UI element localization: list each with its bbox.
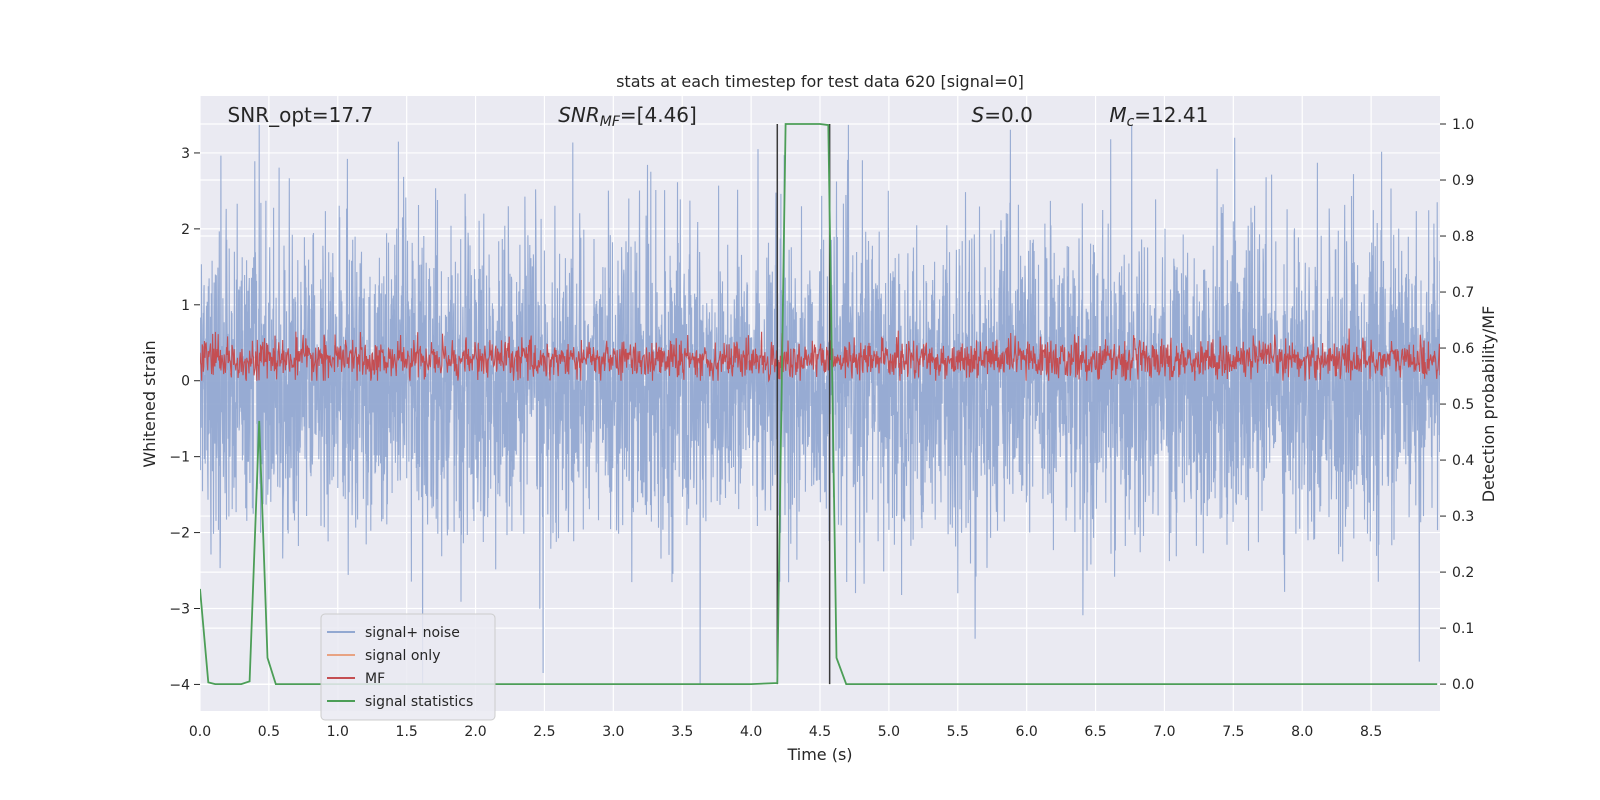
legend-label: signal only	[365, 648, 440, 664]
series-clip-group	[200, 123, 1440, 685]
annotation-1: SNRMF=[4.46]	[558, 103, 697, 130]
chart-title: stats at each timestep for test data 620…	[616, 72, 1024, 91]
series-layer	[200, 123, 1440, 685]
y-tick-label-left: 0	[181, 374, 190, 390]
x-tick-label: 5.5	[947, 724, 969, 740]
annotation-0: SNR_opt=17.7	[228, 103, 374, 127]
y-tick-label-left: −2	[169, 526, 190, 542]
x-tick-label: 3.0	[602, 724, 624, 740]
x-tick-label: 7.0	[1153, 724, 1175, 740]
x-tick-label: 2.5	[533, 724, 555, 740]
legend-label: signal+ noise	[365, 625, 460, 641]
y-tick-label-right: 0.8	[1452, 229, 1474, 245]
y-tick-label-left: −4	[169, 677, 190, 693]
x-tick-label: 4.5	[809, 724, 831, 740]
y-tick-label-left: −3	[169, 602, 190, 618]
legend-label: signal statistics	[365, 694, 473, 710]
legend-box	[320, 613, 496, 721]
series-line-signal-statistics	[200, 123, 1438, 685]
legend-label: MF	[365, 671, 385, 687]
x-tick-label: 3.5	[671, 724, 693, 740]
y-tick-label-right: 0.9	[1452, 173, 1474, 189]
annotations: SNR_opt=17.7 SNRMF=[4.46] S=0.0 Mc=12.41	[228, 103, 1209, 130]
y-tick-label-right: 0.4	[1452, 453, 1474, 469]
y-tick-label-right: 0.6	[1452, 341, 1474, 357]
series-line-signal-noise	[200, 124, 1440, 685]
legend: signal+ noise signal only MF signal statist…	[320, 613, 496, 721]
y-tick-label-right: 0.2	[1452, 565, 1474, 581]
y-tick-label-right: 0.3	[1452, 509, 1474, 525]
y-axis-label-left: Whitened strain	[140, 340, 159, 467]
annotation-3: Mc=12.41	[1109, 103, 1208, 130]
y-tick-label-right: 1.0	[1452, 117, 1474, 133]
y-axis-label-right: Detection probability/MF	[1479, 306, 1498, 503]
x-tick-label: 6.5	[1084, 724, 1106, 740]
y-ticks-right: 1.0 0.9 0.8 0.7 0.6 0.5 0.4 0.3 0.2 0.1 0.0	[1440, 117, 1474, 693]
y-tick-label-right: 0.1	[1452, 621, 1474, 637]
x-tick-label: 0.0	[189, 724, 211, 740]
x-tick-label: 0.5	[258, 724, 280, 740]
y-tick-label-right: 0.5	[1452, 397, 1474, 413]
y-tick-label-left: −1	[169, 450, 190, 466]
x-tick-label: 7.5	[1222, 724, 1244, 740]
x-axis-label: Time (s)	[786, 745, 852, 764]
x-tick-label: 1.5	[396, 724, 418, 740]
x-tick-label: 1.0	[327, 724, 349, 740]
x-tick-label: 6.0	[1016, 724, 1038, 740]
y-tick-label-left: 1	[181, 298, 190, 314]
series-line-mf	[200, 328, 1440, 383]
y-tick-label-right: 0.7	[1452, 285, 1474, 301]
x-tick-label: 2.0	[464, 724, 486, 740]
y-tick-label-right: 0.0	[1452, 677, 1474, 693]
x-tick-label: 5.0	[878, 724, 900, 740]
y-tick-label-left: 3	[181, 146, 190, 162]
y-ticks-left: 3 2 1 0 −1 −2 −3 −4	[169, 146, 200, 693]
x-ticks: 0.0 0.5 1.0 1.5 2.0 2.5 3.0 3.5 4.0 4.5 5.0 5.5 6.0 6…	[189, 724, 1382, 740]
y-tick-label-left: 2	[181, 222, 190, 238]
annotation-2: S=0.0	[972, 103, 1033, 127]
x-tick-label: 4.0	[740, 724, 762, 740]
x-tick-label: 8.0	[1291, 724, 1313, 740]
x-tick-label: 8.5	[1360, 724, 1382, 740]
